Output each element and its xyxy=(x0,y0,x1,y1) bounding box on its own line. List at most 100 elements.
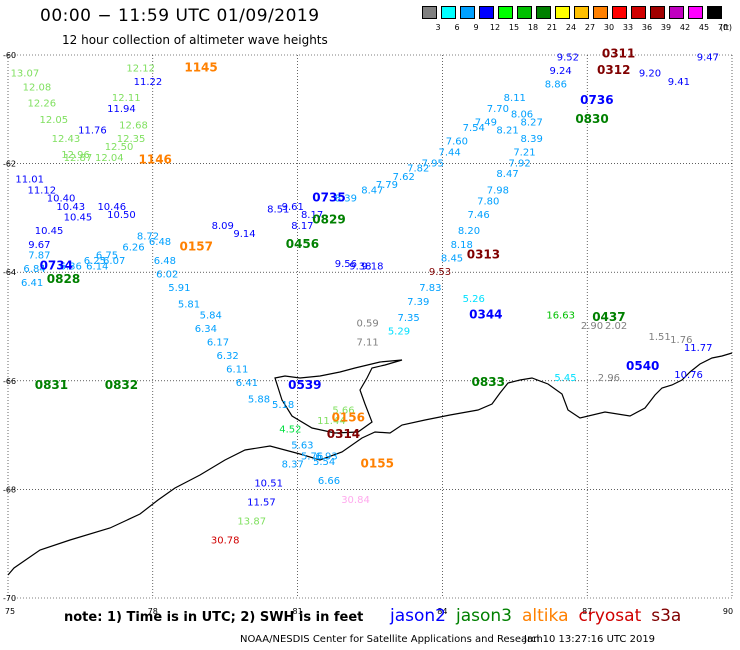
wave-height-point: 12.35 xyxy=(117,134,146,145)
color-swatch xyxy=(422,6,437,19)
wave-height-point: 0.59 xyxy=(356,319,378,330)
color-scale-label: 21 xyxy=(546,23,558,32)
wave-height-point: 6.02 xyxy=(156,270,178,281)
wave-height-point: 6.48 xyxy=(149,237,171,248)
color-swatch xyxy=(707,6,722,19)
antarctic-coastline xyxy=(7,352,733,576)
wave-height-point: 8.45 xyxy=(441,253,463,264)
y-tick-label: -64 xyxy=(3,268,16,277)
wave-height-point: 6.25 xyxy=(84,256,106,267)
wave-height-point: 7.60 xyxy=(446,137,468,148)
wave-height-point: 11.44 xyxy=(317,416,346,427)
x-tick-label: 81 xyxy=(293,607,303,616)
pass-time-label: 0539 xyxy=(288,378,321,392)
color-swatch xyxy=(650,6,665,19)
wave-height-point: 8.47 xyxy=(361,185,383,196)
wave-height-point: 10.76 xyxy=(674,370,703,381)
wave-height-point: 12.04 xyxy=(95,153,124,164)
wave-height-point: 7.44 xyxy=(439,147,461,158)
wave-height-point: 7.92 xyxy=(508,158,530,169)
wave-height-point: 7.79 xyxy=(376,180,398,191)
wave-height-point: 11.12 xyxy=(27,185,56,196)
wave-height-point: 1.76 xyxy=(670,335,692,346)
wave-height-point: 7.80 xyxy=(477,196,499,207)
y-tick-label: -68 xyxy=(3,485,16,494)
wave-height-point: 8.39 xyxy=(521,134,543,145)
color-scale-label: 12 xyxy=(489,23,501,32)
wave-height-point: 30.78 xyxy=(211,536,240,547)
wave-height-point: 16.63 xyxy=(546,310,575,321)
wave-height-point: 7.35 xyxy=(397,313,419,324)
pass-time-label: 0312 xyxy=(597,63,630,77)
wave-height-point: 6.14 xyxy=(86,261,108,272)
wave-height-point: 12.11 xyxy=(112,93,141,104)
y-tick-label: -70 xyxy=(3,594,16,603)
wave-height-point: 8.27 xyxy=(521,118,543,129)
footer-note: note: 1) Time is in UTC; 2) SWH is in fe… xyxy=(64,610,364,625)
pass-time-label: 0156 xyxy=(332,411,365,425)
wave-height-point: 5.54 xyxy=(313,457,335,468)
wave-height-point: 9.56 xyxy=(335,259,357,270)
color-scale-label: 6 xyxy=(454,23,460,32)
color-scale-label: 9 xyxy=(473,23,479,32)
color-swatch xyxy=(517,6,532,19)
wave-height-point: 6.26 xyxy=(122,242,144,253)
color-scale-label: 24 xyxy=(565,23,577,32)
wave-height-point: 10.50 xyxy=(107,210,136,221)
pass-time-label: 0540 xyxy=(626,359,659,373)
wave-height-point: 5.45 xyxy=(554,373,576,384)
color-swatch xyxy=(555,6,570,19)
wave-height-point: 6.48 xyxy=(154,256,176,267)
pass-time-label: 0736 xyxy=(580,93,613,107)
wave-height-point: 12.50 xyxy=(105,142,134,153)
wave-height-point: 9.53 xyxy=(429,267,451,278)
wave-height-point: 11.77 xyxy=(684,343,713,354)
wave-height-point: 9.67 xyxy=(28,240,50,251)
wave-height-point: 5.63 xyxy=(291,441,313,452)
wave-height-point: 6.75 xyxy=(96,251,118,262)
wave-height-point: 9.41 xyxy=(668,77,690,88)
wave-height-point: 10.40 xyxy=(47,194,76,205)
wave-height-point: 7.54 xyxy=(463,123,485,134)
wave-height-point: 12.08 xyxy=(23,82,52,93)
wave-height-point: 5.84 xyxy=(200,310,222,321)
pass-time-label: 0734 xyxy=(40,258,73,272)
color-scale-label: 45 xyxy=(698,23,710,32)
wave-height-point: 6.93 xyxy=(315,452,337,463)
wave-height-point: 10.46 xyxy=(97,202,126,213)
generated-time: Jan 10 13:27:16 UTC 2019 xyxy=(524,634,656,645)
wave-height-point: 8.17 xyxy=(291,221,313,232)
color-swatch xyxy=(460,6,475,19)
wave-height-point: 8.11 xyxy=(504,93,526,104)
wave-height-point: 7.98 xyxy=(487,185,509,196)
wave-height-point: 12.96 xyxy=(61,150,90,161)
wave-height-point: 8.72 xyxy=(137,232,159,243)
x-tick-label: 90 xyxy=(723,607,733,616)
pass-time-label: 0157 xyxy=(180,239,213,253)
wave-height-point: 12.26 xyxy=(27,99,56,110)
wave-height-point: 8.18 xyxy=(451,240,473,251)
wave-height-point: 8.06 xyxy=(511,109,533,120)
wave-height-point: 6.34 xyxy=(195,324,217,335)
wave-height-point: 10.45 xyxy=(35,226,64,237)
color-swatch xyxy=(593,6,608,19)
wave-height-point: 9.47 xyxy=(697,52,719,63)
x-tick-label: 84 xyxy=(437,607,447,616)
wave-height-point: 7.62 xyxy=(393,172,415,183)
wave-height-point: 7.82 xyxy=(407,164,429,175)
chart-title: 00:00 − 11:59 UTC 01/09/2019 xyxy=(40,6,320,26)
legend-entry-jason2: jason2 xyxy=(390,606,446,626)
wave-height-point: 11.76 xyxy=(78,126,107,137)
pass-time-label: 0831 xyxy=(35,378,68,392)
wave-height-point: 7.49 xyxy=(475,118,497,129)
wave-height-point: 5.81 xyxy=(178,299,200,310)
color-scale-label: 36 xyxy=(641,23,653,32)
wave-height-point: 8.51 xyxy=(267,204,289,215)
pass-time-label: 0155 xyxy=(361,457,394,471)
wave-height-point: 8.39 xyxy=(335,194,357,205)
legend-entry-jason3: jason3 xyxy=(456,606,512,626)
wave-height-point: 2.02 xyxy=(605,321,627,332)
wave-height-point: 6.11 xyxy=(226,365,248,376)
